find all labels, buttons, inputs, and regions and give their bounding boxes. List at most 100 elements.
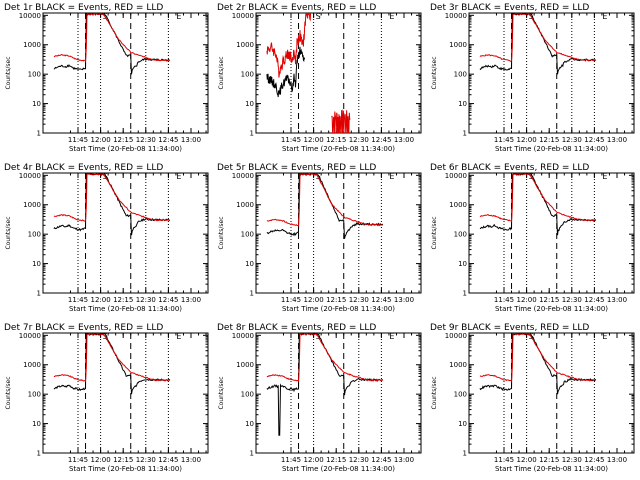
x-tick-label: 12:00 [91,456,111,464]
x-axis-label: Start Time (20-Feb-08 11:34:00) [495,305,608,313]
x-tick-label: 13:00 [607,456,627,464]
y-tick-label: 1000 [23,361,41,369]
curves [479,13,597,75]
x-tick-label: 13:00 [181,456,201,464]
events-series-line [266,173,384,239]
curves [479,173,597,236]
lld-series-line [266,333,384,382]
x-tick-label: 11:45 [494,296,514,304]
detector-panel: Det 2r BLACK = Events, RED = LLD 1 10 100 10… [217,3,422,153]
y-tick-label: 100 [241,71,254,79]
panel-title: Det 9r BLACK = Events, RED = LLD [430,323,589,333]
x-tick-label: 12:00 [517,296,537,304]
marker-e: E [176,172,181,181]
x-tick-label: 12:45 [584,136,604,144]
y-tick-label: 100 [454,71,467,79]
y-tick-label: 10000 [445,332,467,340]
y-axis-label: Counts/sec [431,216,438,249]
lld-series-line [479,13,597,62]
y-tick-label: 100 [28,231,41,239]
y-tick-label: 10 [458,260,467,268]
events-series-line [266,46,306,98]
y-tick-label: 1 [37,130,41,138]
panel-title: Det 8r BLACK = Events, RED = LLD [217,323,376,333]
y-tick-label: 1000 [236,201,254,209]
y-axis-label: Counts/sec [218,56,225,89]
x-tick-label: 12:15 [326,456,346,464]
y-tick-label: 10000 [232,332,254,340]
y-tick-label: 100 [28,71,41,79]
x-tick-label: 12:00 [517,136,537,144]
x-tick-label: 13:00 [607,296,627,304]
x-tick-label: 13:00 [394,296,414,304]
x-tick-label: 11:45 [281,456,301,464]
marker-e: E [389,12,394,21]
y-tick-label: 100 [454,231,467,239]
x-tick-label: 13:00 [181,296,201,304]
x-tick-label: 12:45 [371,136,391,144]
panel-title: Det 3r BLACK = Events, RED = LLD [430,3,589,13]
y-tick-label: 10 [32,100,41,108]
plot-frame [255,172,422,294]
plot-frame [255,332,422,454]
x-tick-label: 12:15 [539,136,559,144]
y-tick-label: 1000 [449,201,467,209]
detector-panel: Det 5r BLACK = Events, RED = LLD 1 10 100 10… [217,163,422,313]
events-series-line [53,333,171,395]
lld-series-line [266,173,384,227]
y-tick-label: 10 [245,260,254,268]
panel-title: Det 4r BLACK = Events, RED = LLD [4,163,163,173]
marker-e: E [602,172,607,181]
plot-frame [42,172,209,294]
y-tick-label: 1 [250,290,254,298]
y-tick-label: 10000 [19,12,41,20]
x-tick-label: 11:45 [494,456,514,464]
x-tick-label: 12:00 [304,456,324,464]
y-tick-label: 1 [463,450,467,458]
y-tick-label: 10 [458,420,467,428]
x-tick-label: 12:15 [326,296,346,304]
x-tick-label: 12:45 [158,456,178,464]
y-tick-label: 1000 [236,361,254,369]
y-tick-label: 10000 [19,172,41,180]
y-tick-label: 10 [245,100,254,108]
y-axis-label: Counts/sec [218,216,225,249]
detector-panel: Det 9r BLACK = Events, RED = LLD 1 10 100 10… [430,323,635,473]
y-tick-label: 1000 [236,41,254,49]
y-axis-label: Counts/sec [431,56,438,89]
panel-title: Det 7r BLACK = Events, RED = LLD [4,323,163,333]
x-tick-label: 12:45 [371,296,391,304]
marker-e: E [389,172,394,181]
y-tick-label: 10 [458,100,467,108]
panel-title: Det 1r BLACK = Events, RED = LLD [4,3,163,13]
x-tick-label: 12:00 [91,136,111,144]
y-tick-label: 1000 [23,41,41,49]
x-tick-label: 12:30 [562,296,582,304]
plot-frame [42,12,209,134]
y-tick-label: 1 [250,130,254,138]
y-tick-label: 1 [37,290,41,298]
y-tick-label: 10000 [445,172,467,180]
y-tick-label: 1 [250,450,254,458]
panel-title: Det 2r BLACK = Events, RED = LLD [217,3,376,13]
x-tick-label: 13:00 [394,136,414,144]
x-axis-label: Start Time (20-Feb-08 11:34:00) [282,465,395,473]
events-series-line [479,173,597,236]
curves [266,173,384,239]
y-tick-label: 100 [241,231,254,239]
x-tick-label: 12:30 [136,296,156,304]
curves [53,13,171,75]
x-tick-label: 12:30 [349,296,369,304]
x-tick-label: 12:15 [539,456,559,464]
x-axis-label: Start Time (20-Feb-08 11:34:00) [69,145,182,153]
plot-frame [468,172,635,294]
x-tick-label: 12:45 [584,296,604,304]
x-tick-label: 11:45 [281,296,301,304]
detector-panel: Det 6r BLACK = Events, RED = LLD 1 10 100 10… [430,163,635,313]
x-tick-label: 12:45 [371,456,391,464]
y-tick-label: 100 [454,391,467,399]
x-tick-label: 12:15 [113,296,133,304]
x-tick-label: 12:00 [517,456,537,464]
x-tick-label: 12:30 [562,136,582,144]
y-tick-label: 1 [37,450,41,458]
